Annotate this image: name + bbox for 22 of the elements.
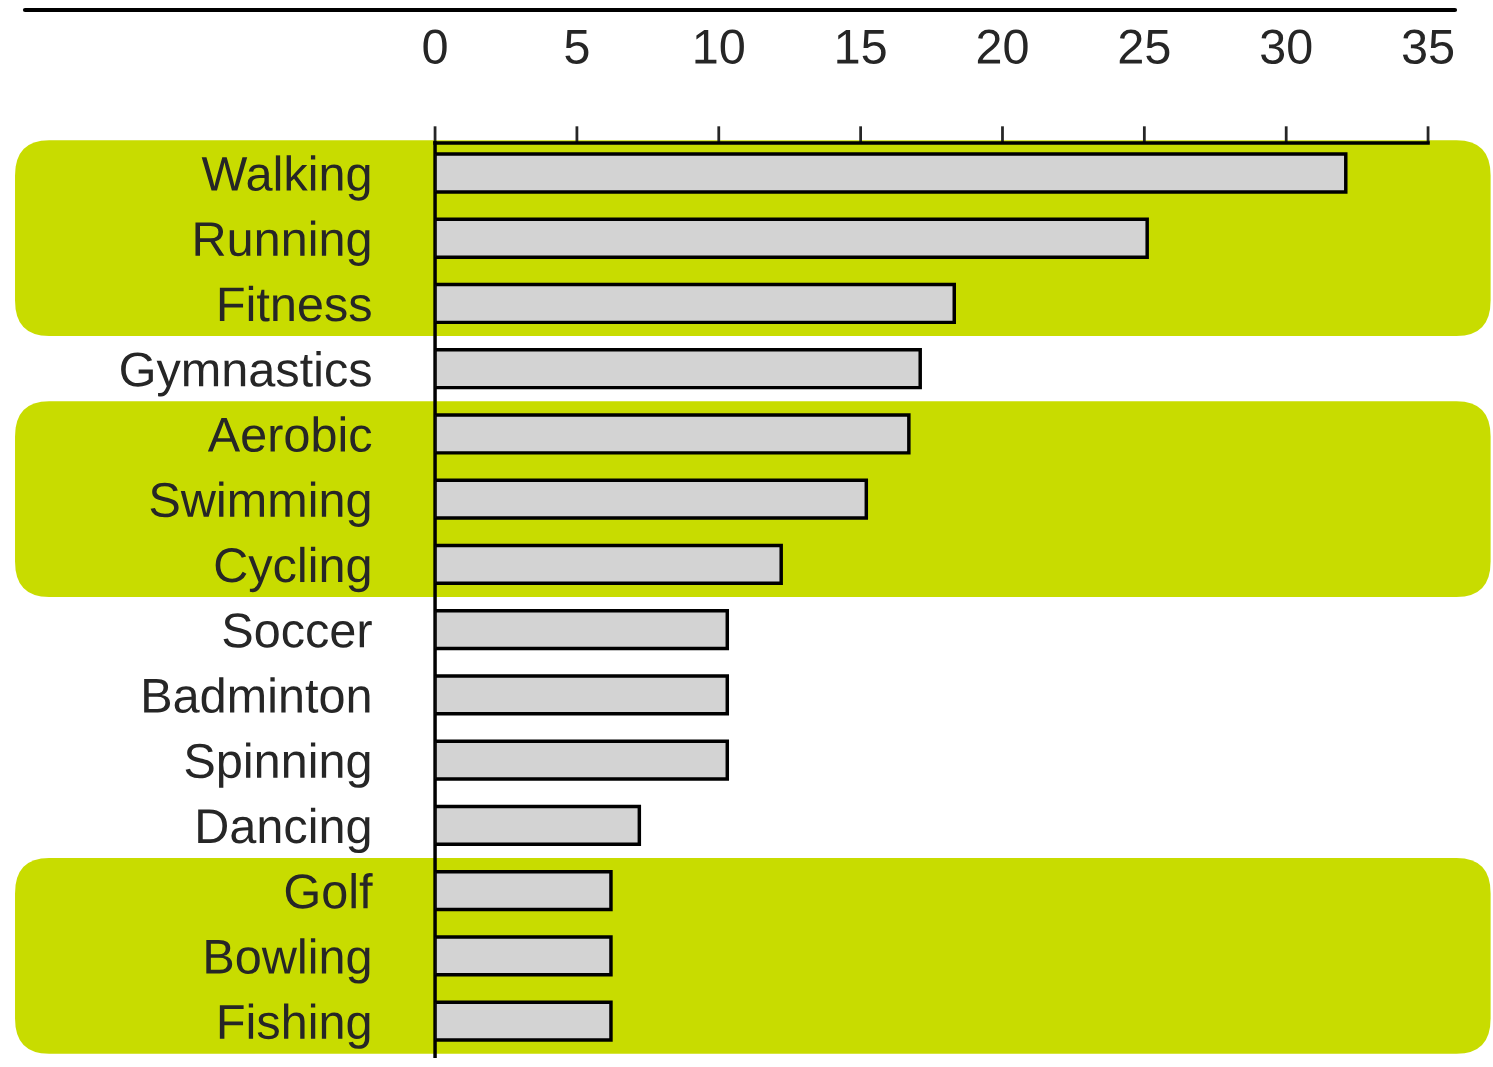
x-tick-label: 25 (1119, 29, 1170, 64)
y-tick-label: Badminton (144, 677, 370, 713)
y-tick-label: Fitness (219, 285, 371, 322)
y-tick-label: Soccer (223, 613, 372, 648)
x-tick-label: 20 (977, 29, 1028, 64)
x-tick-label: 5 (565, 30, 589, 64)
y-tick-label: Running (195, 220, 370, 266)
x-tick-label: 0 (423, 29, 447, 64)
y-tick-label: Gymnastics (121, 351, 371, 397)
y-tick-label: Bowling (206, 938, 370, 984)
x-tick-label: 35 (1402, 29, 1454, 64)
y-tick-label: Aerobic (207, 416, 372, 453)
y-tick-label: Spinning (185, 742, 370, 788)
x-tick-label: 15 (837, 30, 886, 64)
y-tick-label: Walking (201, 155, 370, 201)
x-tick-label: 10 (695, 29, 744, 64)
y-tick-label: Golf (285, 873, 373, 909)
y-tick-label: Cycling (215, 546, 370, 593)
x-tick-label: 30 (1261, 29, 1312, 64)
y-tick-label: Swimming (150, 481, 370, 527)
y-tick-label: Dancing (198, 807, 370, 854)
y-tick-label: Fishing (219, 1003, 370, 1049)
